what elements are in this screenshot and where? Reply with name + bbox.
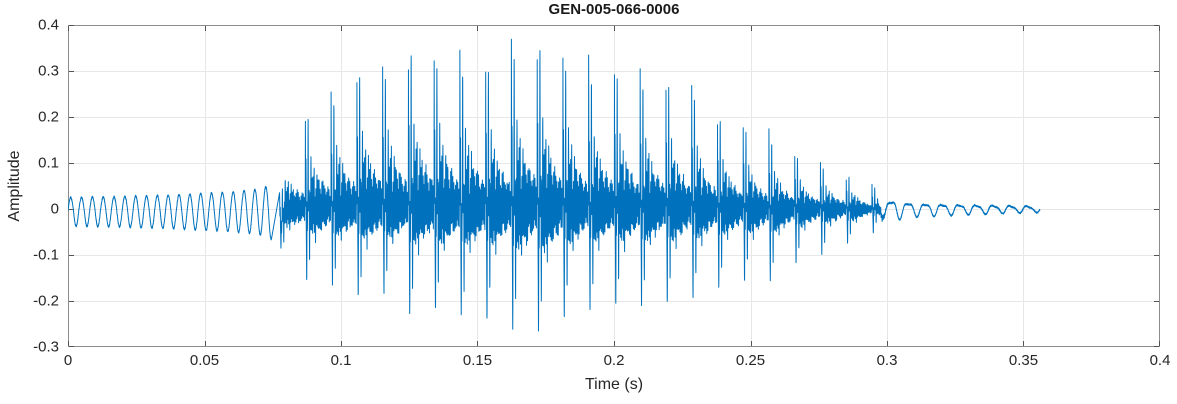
x-tick-label: 0.25 bbox=[735, 352, 766, 369]
y-tick-label: 0.4 bbox=[38, 16, 59, 34]
x-axis-label: Time (s) bbox=[584, 376, 644, 393]
x-tick-label: 0.35 bbox=[1008, 352, 1039, 369]
y-tick-label: -0.3 bbox=[33, 338, 59, 356]
y-tick-label: -0.2 bbox=[33, 292, 59, 310]
y-tick-label: -0.1 bbox=[33, 246, 59, 264]
y-tick-label: 0.2 bbox=[38, 108, 59, 126]
waveform-canvas bbox=[68, 25, 1160, 347]
x-tick-label: 0.3 bbox=[876, 352, 898, 369]
x-tick-label: 0 bbox=[63, 352, 73, 369]
y-axis-label: Amplitude bbox=[6, 150, 23, 222]
x-tick-label: 0.05 bbox=[189, 352, 220, 369]
chart-title: GEN-005-066-0006 bbox=[548, 1, 680, 18]
x-tick-label: 0.15 bbox=[462, 352, 493, 369]
y-tick-label: 0.1 bbox=[38, 154, 59, 172]
x-tick-label: 0.2 bbox=[603, 352, 625, 369]
y-tick-label: 0 bbox=[50, 200, 59, 218]
y-tick-label: 0.3 bbox=[38, 62, 59, 80]
x-tick-label: 0.1 bbox=[330, 352, 352, 369]
x-tick-label: 0.4 bbox=[1149, 352, 1171, 369]
plot-area bbox=[68, 25, 1160, 347]
